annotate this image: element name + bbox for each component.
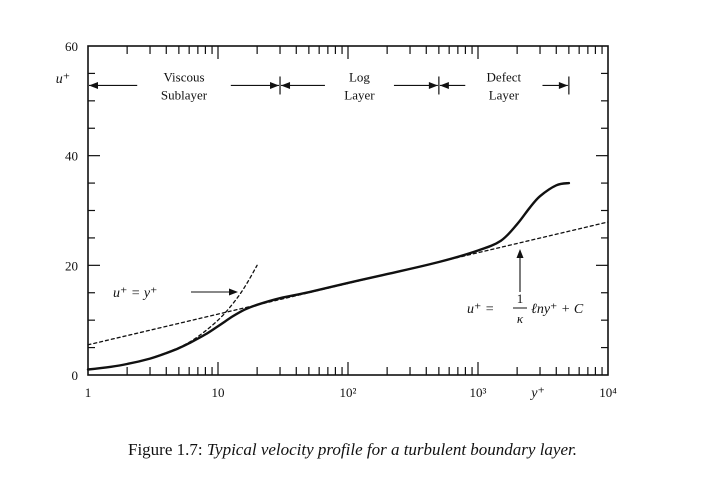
x-tick-label: 1 [85, 385, 92, 400]
viscous-law-arrowhead [229, 288, 238, 296]
region-label: Defect [487, 69, 522, 84]
series-lines [86, 181, 609, 371]
y-tick-label: 60 [65, 39, 78, 54]
caption-title: Typical velocity profile for a turbulent… [206, 440, 578, 459]
region-label: Layer [344, 87, 375, 102]
caption-prefix: Figure 1.7: [127, 440, 203, 459]
asymptote-dashed-line [87, 221, 609, 346]
log-law-lhs: u⁺ = [467, 302, 494, 317]
region-label: Sublayer [161, 87, 208, 102]
x-axis-label: y⁺ [529, 386, 545, 401]
log-law-arrowhead [516, 249, 524, 258]
log-law-rhs: ℓny⁺ + C [531, 302, 584, 317]
y-tick-label: 40 [65, 149, 78, 164]
region-arrowhead-left [89, 81, 98, 89]
log-law-numerator: 1 [517, 291, 524, 306]
region-label: Viscous [163, 69, 204, 84]
tick-marks [88, 46, 608, 375]
region-label: Log [349, 69, 370, 84]
x-tick-label: 10 [212, 385, 225, 400]
asymptote-dashed-line [149, 264, 258, 360]
y-tick-label: 0 [72, 368, 79, 383]
velocity-profile-curve [86, 181, 571, 371]
region-arrowhead-right [428, 81, 438, 89]
region-markers: Viscous Sublayer Log Layer Defect Layer [89, 69, 570, 102]
x-tick-label: 10² [340, 385, 357, 400]
region-arrowhead-right [558, 81, 568, 89]
y-tick-label: 20 [65, 258, 78, 273]
region-arrowhead-right [270, 81, 280, 89]
tick-labels: 1 10 10² 10³ 10⁴ 0 20 40 60 y⁺ u⁺ [56, 39, 617, 401]
x-tick-label: 10³ [470, 385, 487, 400]
annotations: u⁺ = y⁺ u⁺ = 1 κ ℓny⁺ + C [113, 249, 584, 326]
y-axis-label: u⁺ [56, 72, 70, 87]
log-law-denominator: κ [517, 311, 524, 326]
region-label: Layer [489, 87, 520, 102]
x-tick-label: 10⁴ [599, 385, 617, 400]
region-arrowhead-left [281, 81, 291, 89]
region-arrowhead-left [439, 81, 449, 89]
plot-frame [87, 45, 609, 376]
viscous-law-label: u⁺ = y⁺ [113, 286, 157, 301]
figure-caption: Figure 1.7: Typical velocity profile for… [0, 440, 705, 460]
